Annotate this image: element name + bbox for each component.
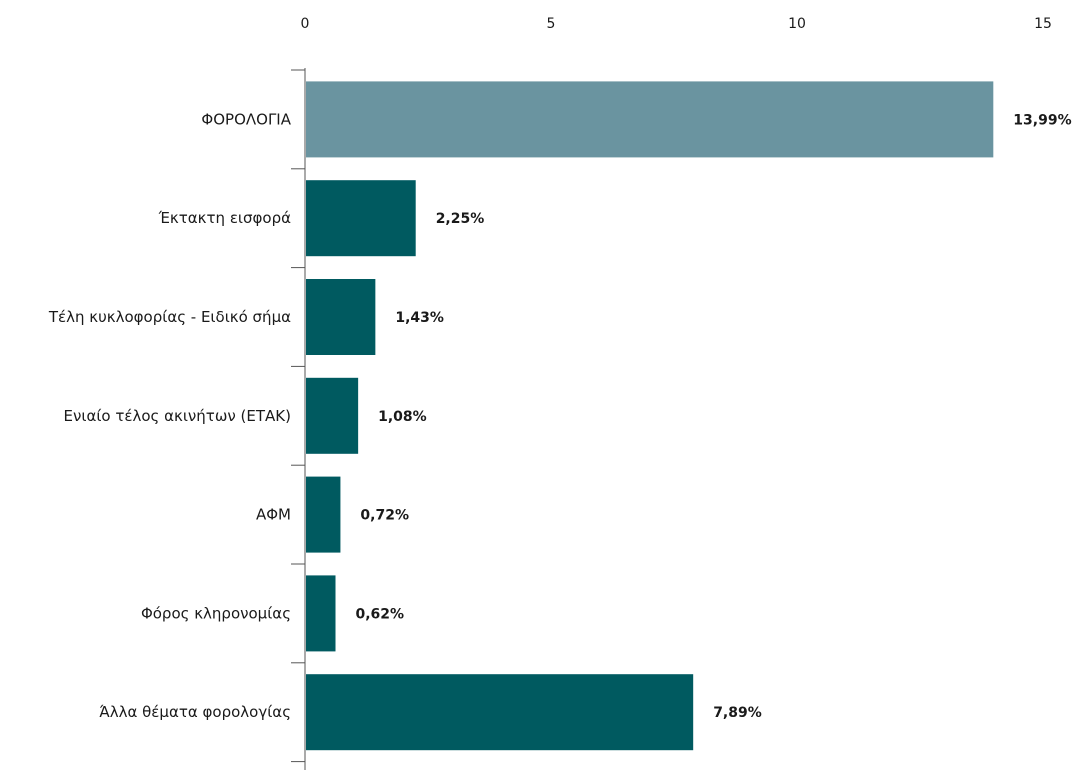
category-label: ΦΟΡΟΛΟΓΙΑ (201, 110, 291, 128)
bars (306, 81, 994, 751)
bar (306, 575, 336, 652)
category-label: Άλλα θέματα φορολογίας (99, 703, 291, 721)
value-label: 1,43% (395, 310, 444, 326)
value-label: 0,72% (360, 508, 409, 524)
bar (306, 279, 376, 355)
value-label: 0,62% (356, 606, 405, 622)
bar (306, 476, 341, 553)
x-tick-label: 10 (788, 16, 806, 32)
x-axis-ticks: 0 5 10 15 (301, 16, 1052, 32)
category-label: Ενιαίο τέλος ακινήτων (ΕΤΑΚ) (64, 407, 291, 425)
bar (306, 180, 416, 257)
x-tick-label: 15 (1034, 16, 1052, 32)
bar (306, 377, 359, 454)
bar (306, 674, 694, 751)
value-label: 1,08% (378, 409, 427, 425)
value-label: 2,25% (436, 211, 485, 227)
x-tick-label: 5 (547, 16, 556, 32)
category-label: Τέλη κυκλοφορίας - Ειδικό σήμα (48, 308, 291, 326)
bar (306, 81, 994, 158)
category-label: Έκτακτη εισφορά (158, 209, 291, 227)
category-axis (291, 68, 306, 770)
value-label: 13,99% (1013, 112, 1071, 128)
value-labels: 13,99% 2,25% 1,43% 1,08% 0,72% 0,62% 7,89% (356, 112, 1072, 721)
category-label: Φόρος κληρονομίας (141, 604, 291, 622)
x-tick-label: 0 (301, 16, 310, 32)
category-labels: ΦΟΡΟΛΟΓΙΑ Έκτακτη εισφορά Τέλη κυκλοφορίας… (48, 110, 292, 721)
value-label: 7,89% (713, 705, 762, 721)
category-label: ΑΦΜ (256, 506, 291, 524)
